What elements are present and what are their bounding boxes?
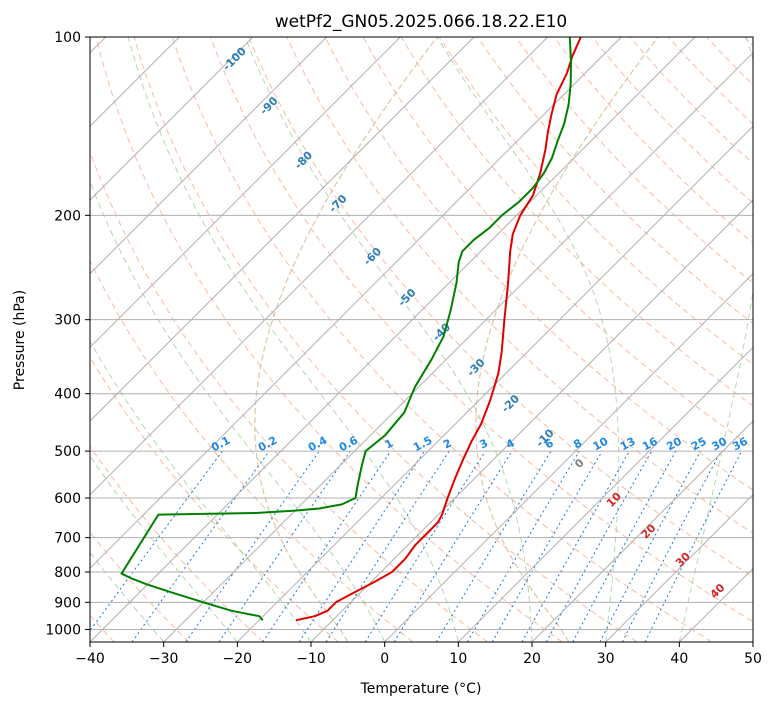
x-axis-ticks: −40 −30 −20 −10 0 10 20 30 40 50 [75, 642, 762, 667]
x-axis-title: Temperature (°C) [360, 681, 482, 697]
isotherm-gridline [531, 420, 753, 642]
isohume-line [254, 37, 438, 642]
isotherm-gridline [90, 37, 328, 275]
isotherm-gridline [384, 272, 753, 642]
isotherm-gridline [90, 37, 696, 642]
isotherm-gridline [90, 37, 549, 496]
y-tick-label: 200 [54, 208, 81, 224]
y-axis-ticks: 100 200 300 400 500 600 700 800 900 1000 [45, 30, 90, 638]
moist-adiabat-line [90, 340, 312, 642]
y-tick-label: 1000 [45, 622, 81, 638]
moist-adiabat-line [244, 37, 533, 642]
x-tick-label: 10 [449, 651, 467, 667]
y-tick-label: 500 [54, 444, 81, 460]
moist-adiabat-line [127, 37, 459, 642]
mixing-ratio-label: 20 [664, 435, 684, 454]
isotherm-gridline [236, 125, 753, 642]
x-tick-label: −40 [75, 651, 105, 667]
mixing-ratio-line [467, 450, 580, 642]
y-tick-label: 100 [54, 30, 81, 46]
dry-adiabat-line [133, 37, 638, 642]
mixing-ratio-label: 13 [618, 435, 638, 454]
mixing-ratio-label: 36 [730, 435, 750, 454]
mixing-ratio-line [521, 450, 630, 642]
dewpoint-profile-line [120, 37, 572, 621]
mixing-ratio-line [435, 450, 552, 642]
isotherm-gridline [310, 199, 753, 642]
mixing-ratio-label: 16 [640, 435, 660, 454]
isohume-line [475, 37, 659, 642]
moist-adiabat-line [90, 180, 386, 642]
isotherm-gridline [163, 51, 753, 642]
isotherm-gridline [605, 493, 753, 642]
y-tick-label: 600 [54, 491, 81, 507]
mixing-ratio-label: 30 [710, 435, 730, 454]
moist-adiabat-line [436, 37, 620, 642]
mixing-ratio-line [262, 450, 392, 642]
x-tick-label: 20 [523, 651, 541, 667]
dry-adiabat-line [248, 37, 753, 578]
mixing-ratio-label: 10 [591, 435, 611, 454]
mixing-ratio-line [393, 450, 513, 642]
dry-adiabat-line [515, 37, 753, 284]
grid-lines [90, 37, 753, 642]
moist-adiabat-line [90, 551, 165, 642]
dry-adiabat-line [477, 37, 753, 325]
isotherm-gridline [90, 37, 622, 570]
dry-adiabat-line [171, 37, 712, 642]
x-tick-label: −20 [223, 651, 253, 667]
mixing-ratio-line [644, 450, 743, 642]
mixing-ratio-line [185, 450, 320, 642]
dry-adiabat-line [591, 37, 753, 204]
x-tick-label: 50 [744, 651, 762, 667]
y-tick-label: 900 [54, 595, 81, 611]
x-tick-label: 30 [597, 651, 615, 667]
y-tick-label: 400 [54, 387, 81, 403]
mixing-ratio-label: 25 [689, 435, 709, 454]
mixing-ratio-line [298, 450, 425, 642]
isotherm-gridline [90, 37, 254, 201]
mixing-ratio-line [621, 450, 722, 642]
moist-adiabat-line [678, 37, 753, 642]
dry-adiabat-line [629, 37, 753, 165]
dry-adiabat-line [210, 37, 753, 623]
mixing-ratio-line [572, 450, 677, 642]
isotherm-gridline [90, 37, 475, 422]
dry-adiabat-line [324, 37, 753, 491]
dry-adiabat-line [90, 445, 264, 642]
isotherm-gridline [457, 346, 753, 642]
dry-adiabat-line [95, 37, 563, 642]
x-tick-label: 0 [380, 651, 389, 667]
dry-adiabat-line [400, 37, 753, 407]
mixing-ratio-line [599, 450, 701, 642]
x-tick-label: −10 [296, 651, 326, 667]
mixing-ratio-line [218, 450, 351, 642]
y-tick-label: 700 [54, 531, 81, 547]
x-tick-label: −30 [149, 651, 179, 667]
temperature-profile-line [295, 37, 582, 622]
y-tick-label: 800 [54, 565, 81, 581]
x-tick-label: 40 [670, 651, 688, 667]
y-axis-title: Pressure (hPa) [12, 290, 28, 390]
y-tick-label: 300 [54, 313, 81, 329]
dry-adiabat-line [90, 259, 414, 642]
chart-title: wetPf2_GN05.2025.066.18.22.E10 [275, 12, 567, 32]
mixing-ratio-line [491, 450, 603, 642]
plot-frame [89, 36, 754, 643]
profile-lines [120, 37, 582, 622]
isotherm-gridline [90, 37, 401, 349]
mixing-ratio-line [131, 450, 270, 642]
